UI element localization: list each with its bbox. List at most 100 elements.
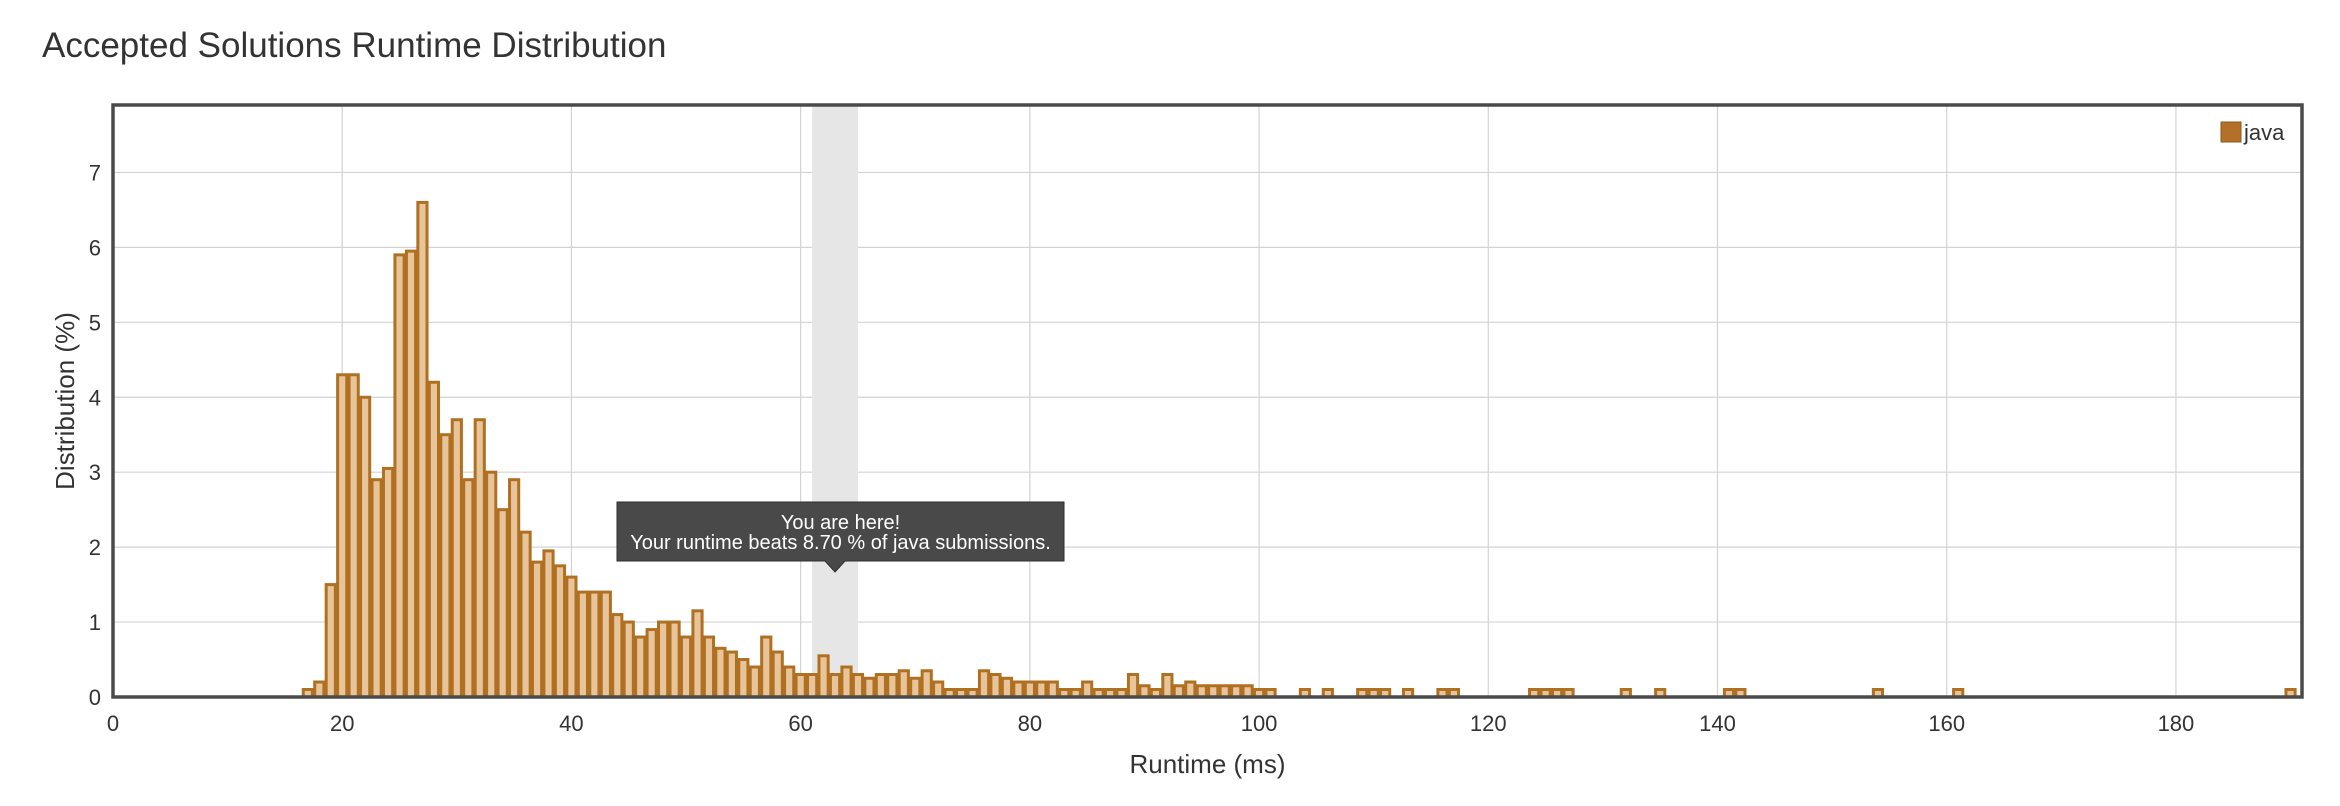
- histogram-bar: [508, 478, 521, 699]
- y-tick-label: 6: [89, 235, 101, 260]
- histogram-bar: [381, 466, 395, 699]
- histogram-bar: [542, 549, 555, 699]
- histogram-bar: [450, 418, 463, 699]
- histogram-bar: [1046, 680, 1059, 699]
- histogram-bar: [702, 635, 716, 699]
- x-tick-label: 120: [1470, 711, 1507, 736]
- histogram-bar: [588, 590, 601, 699]
- y-tick-label: 0: [89, 685, 101, 710]
- histogram-bar: [737, 658, 750, 699]
- x-tick-label: 40: [559, 711, 583, 736]
- x-tick-label: 60: [788, 711, 812, 736]
- histogram-bar: [553, 564, 567, 699]
- histogram-bar: [851, 673, 865, 699]
- histogram-bar: [336, 373, 349, 699]
- histogram-bar: [691, 609, 704, 699]
- histogram-bar: [519, 530, 532, 699]
- histogram-bar: [565, 575, 578, 699]
- histogram-bar: [932, 680, 945, 699]
- x-axis-label: Runtime (ms): [1129, 749, 1285, 779]
- histogram-bar: [530, 560, 544, 699]
- histogram-bar: [794, 673, 807, 699]
- tooltip-line-2: Your runtime beats 8.70 % of java submis…: [630, 532, 1051, 554]
- histogram-bar: [1023, 680, 1036, 699]
- tooltip-box: [616, 501, 1065, 573]
- histogram-bar: [748, 665, 761, 699]
- histogram-bar: [634, 635, 647, 699]
- tooltip-line-1: You are here!: [781, 512, 900, 534]
- histogram-bar: [897, 669, 910, 699]
- histogram-bar: [657, 620, 670, 699]
- histogram-bar: [313, 680, 326, 699]
- histogram-bar: [886, 673, 899, 699]
- histogram-bar: [725, 650, 738, 699]
- histogram-bar: [771, 650, 784, 699]
- y-tick-label: 1: [89, 610, 101, 635]
- x-tick-label: 160: [1928, 711, 1965, 736]
- histogram-bar: [1161, 673, 1174, 699]
- histogram-bar: [1012, 680, 1025, 699]
- legend-label-java: java: [2243, 120, 2285, 145]
- x-tick-label: 0: [107, 711, 119, 736]
- x-tick-label: 80: [1018, 711, 1042, 736]
- bars: [301, 200, 2297, 699]
- histogram-bar: [989, 673, 1002, 699]
- x-tick-label: 180: [2158, 711, 2195, 736]
- x-tick-label: 100: [1241, 711, 1278, 736]
- histogram-bar: [645, 628, 658, 699]
- histogram-bar: [599, 590, 612, 699]
- histogram-bar: [359, 395, 372, 699]
- page-title: Accepted Solutions Runtime Distribution: [42, 26, 667, 65]
- histogram-bar: [427, 380, 440, 699]
- y-tick-label: 4: [89, 385, 101, 410]
- y-axis-ticks: 0 1 2 3 4 5 6 7: [89, 160, 101, 710]
- histogram-bar: [679, 635, 693, 699]
- histogram-bar: [485, 470, 498, 699]
- y-tick-label: 5: [89, 310, 101, 335]
- histogram-bar: [840, 665, 853, 699]
- y-tick-label: 2: [89, 535, 101, 560]
- histogram-bar: [473, 418, 486, 699]
- runtime-tooltip: You are here! Your runtime beats 8.70 % …: [616, 501, 1065, 573]
- histogram-bar: [462, 478, 475, 699]
- plot-frame: [111, 103, 2304, 699]
- histogram-bar: [439, 433, 452, 699]
- histogram-bar: [622, 620, 635, 699]
- histogram-bar: [611, 613, 624, 699]
- highlight-band: [812, 105, 858, 697]
- histogram-bar: [977, 669, 991, 699]
- histogram-bar: [1035, 680, 1048, 699]
- histogram-bar: [393, 253, 406, 699]
- histogram-bar: [714, 646, 727, 699]
- histogram-bar: [668, 620, 681, 699]
- histogram-bar: [760, 635, 773, 699]
- histogram-bar: [347, 373, 360, 699]
- histogram-bar: [1184, 680, 1197, 699]
- histogram-bar: [370, 478, 383, 699]
- legend-swatch: [2220, 121, 2242, 143]
- histogram-bar: [324, 583, 337, 699]
- histogram-bar: [416, 200, 429, 699]
- histogram-bar: [874, 673, 887, 699]
- histogram-bar: [1126, 673, 1140, 699]
- histogram-bar: [909, 676, 922, 699]
- legend[interactable]: java: [2220, 120, 2285, 145]
- histogram-bar: [496, 508, 509, 699]
- histogram-bar: [576, 590, 589, 699]
- histogram-bar: [1000, 676, 1014, 699]
- histogram-bar: [920, 669, 933, 699]
- x-tick-label: 140: [1699, 711, 1736, 736]
- histogram-bar: [817, 654, 830, 699]
- histogram-bar: [1081, 680, 1094, 699]
- x-tick-label: 20: [330, 711, 354, 736]
- histogram-bar: [783, 665, 796, 699]
- histogram-bar: [806, 673, 819, 699]
- y-tick-label: 7: [89, 160, 101, 185]
- x-axis-ticks: 0 20 40 60 80 100 120 140 160 180: [107, 711, 2194, 736]
- histogram-bar: [828, 673, 842, 699]
- histogram-bar: [863, 676, 876, 699]
- histogram-bar: [404, 249, 418, 699]
- y-axis-label: Distribution (%): [50, 312, 80, 490]
- y-tick-label: 3: [89, 460, 101, 485]
